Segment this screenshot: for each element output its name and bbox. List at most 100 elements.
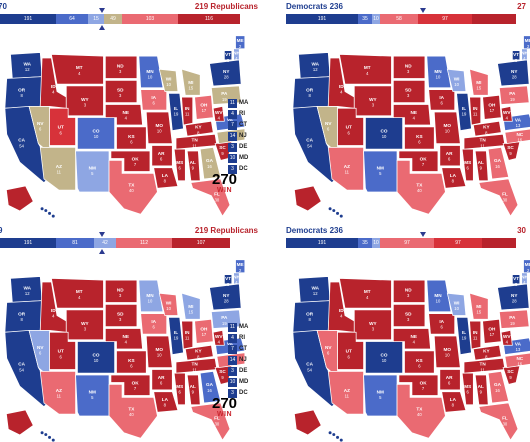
state-ar[interactable]: AR6 xyxy=(151,145,173,167)
state-ar[interactable]: AR6 xyxy=(151,369,173,391)
state-me[interactable]: ME2 xyxy=(523,259,530,274)
state-or[interactable]: OR8 xyxy=(292,76,331,109)
state-ky[interactable]: KY8 xyxy=(472,120,502,137)
state-ok[interactable]: OK7 xyxy=(398,374,439,396)
state-wv[interactable]: WV4 xyxy=(212,329,225,346)
state-nh[interactable]: NH4 xyxy=(521,48,528,61)
state-ms[interactable]: MS6 xyxy=(173,148,186,182)
small-state-row[interactable]: 10 MD xyxy=(228,153,248,163)
state-nd[interactable]: ND3 xyxy=(392,55,426,79)
state-ut[interactable]: UT6 xyxy=(337,331,364,370)
state-me[interactable]: ME2 xyxy=(235,35,246,50)
state-ia[interactable]: IA6 xyxy=(140,89,168,111)
state-ia[interactable]: IA6 xyxy=(428,89,456,111)
state-ut[interactable]: UT6 xyxy=(49,331,76,370)
state-wv[interactable]: WV4 xyxy=(500,329,513,346)
state-nm[interactable]: NM5 xyxy=(363,150,398,193)
state-me[interactable]: ME2 xyxy=(523,35,530,50)
state-sc[interactable]: SC9 xyxy=(502,141,521,161)
state-wy[interactable]: WY3 xyxy=(65,85,104,117)
state-sc[interactable]: SC9 xyxy=(502,365,521,385)
state-nd[interactable]: ND3 xyxy=(392,279,426,303)
small-state-row[interactable]: 3 DE xyxy=(228,142,248,152)
state-la[interactable]: LA8 xyxy=(441,167,467,189)
state-ky[interactable]: KY8 xyxy=(472,344,502,361)
state-nh[interactable]: NH4 xyxy=(521,272,528,285)
state-ne[interactable]: NE4 xyxy=(392,328,431,350)
state-ut[interactable]: UT6 xyxy=(49,107,76,146)
state-al[interactable]: AL9 xyxy=(186,374,201,406)
small-state-row[interactable]: 14 NJ xyxy=(228,131,248,141)
state-sd[interactable]: SD3 xyxy=(104,303,138,328)
state-ks[interactable]: KS6 xyxy=(404,126,435,150)
state-vt[interactable]: VT3 xyxy=(223,274,233,287)
small-state-row[interactable]: 7 CT xyxy=(228,120,248,130)
state-or[interactable]: OR8 xyxy=(292,300,331,333)
state-ut[interactable]: UT6 xyxy=(337,107,364,146)
state-ms[interactable]: MS6 xyxy=(461,372,474,406)
state-al[interactable]: AL9 xyxy=(474,374,489,406)
state-nd[interactable]: ND3 xyxy=(104,279,138,303)
state-ok[interactable]: OK7 xyxy=(398,150,439,172)
state-ks[interactable]: KS6 xyxy=(404,350,435,374)
state-la[interactable]: LA8 xyxy=(153,167,179,189)
small-state-row[interactable]: 3 DE xyxy=(228,366,248,376)
state-nm[interactable]: NM5 xyxy=(75,374,110,417)
state-me[interactable]: ME2 xyxy=(235,259,246,274)
state-ne[interactable]: NE4 xyxy=(104,104,143,126)
state-nd[interactable]: ND3 xyxy=(104,55,138,79)
state-al[interactable]: AL9 xyxy=(474,150,489,182)
state-ar[interactable]: AR6 xyxy=(439,145,461,167)
state-wv[interactable]: WV4 xyxy=(500,105,513,122)
small-state-row[interactable]: 11 MA xyxy=(228,322,248,332)
state-ok[interactable]: OK7 xyxy=(110,150,151,172)
state-ky[interactable]: KY8 xyxy=(184,120,214,137)
state-sd[interactable]: SD3 xyxy=(392,303,426,328)
state-la[interactable]: LA8 xyxy=(441,391,467,413)
state-mt[interactable]: MT4 xyxy=(338,53,392,85)
small-state-row[interactable]: 11 MA xyxy=(228,98,248,108)
